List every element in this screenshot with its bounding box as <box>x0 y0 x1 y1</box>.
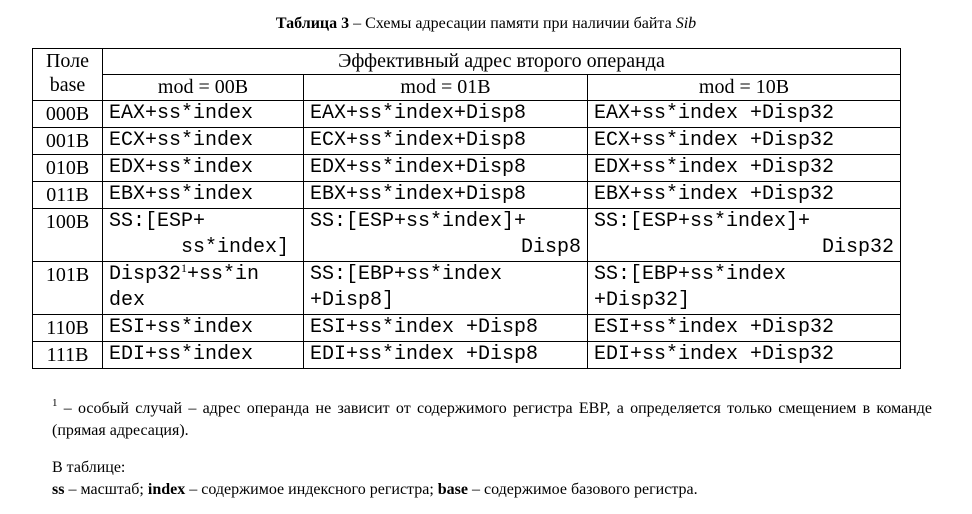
legend-ss-desc: – масштаб; <box>64 481 148 498</box>
legend-ss-term: ss <box>52 481 65 498</box>
legend-title: В таблице: <box>52 459 126 476</box>
cell-line-2: ss*index] <box>181 236 290 259</box>
row-base: 010B <box>32 154 103 182</box>
cell-line-2: Disp32 <box>822 236 895 259</box>
footnote-number: 1 <box>52 397 58 409</box>
cell-mod-01: SS:[ESP+ss*index]+ Disp8 <box>303 208 588 262</box>
header-mod-10: mod = 10B <box>586 74 902 101</box>
table-caption: Таблица 3 – Схемы адресации памяти при н… <box>0 14 972 34</box>
cell-line-1: SS:[EBP+ss*index <box>310 263 503 286</box>
cell-line-2: +Disp8] <box>310 289 395 312</box>
cell-mod-01: SS:[EBP+ss*index +Disp8] <box>303 261 588 315</box>
disp32-text: Disp32 <box>109 263 182 286</box>
cell-line-1: SS:[ESP+ss*index]+ <box>594 210 811 233</box>
row-base: 110B <box>32 314 103 342</box>
cell-line-2: Disp8 <box>520 236 581 259</box>
cell-mod-10: ECX+ss*index +Disp32 <box>586 127 902 155</box>
header-mod-01: mod = 01B <box>303 74 588 101</box>
header-row-1: Поле base Эффективный адрес второго опер… <box>32 48 902 101</box>
cell-mod-01: EDX+ss*index+Disp8 <box>303 154 588 182</box>
header-group: Эффективный адрес второго операнда <box>101 48 902 75</box>
header-row-2: mod = 00B mod = 01B mod = 10B <box>33 74 902 101</box>
cell-mod-00: EDX+ss*index <box>102 154 304 182</box>
header-base-line1: Поле <box>45 50 90 72</box>
cell-line-2: dex <box>109 289 146 312</box>
header-base-line2: base <box>49 74 86 96</box>
legend-index-desc: – содержимое индексного регистра; <box>185 481 438 498</box>
ss-index-text: +ss*in <box>187 263 260 286</box>
row-base: 111B <box>32 341 103 369</box>
cell-mod-10: EDI+ss*index +Disp32 <box>586 341 902 369</box>
cell-mod-01: EAX+ss*index+Disp8 <box>303 100 588 128</box>
header-base: Поле base <box>32 48 103 101</box>
cell-line-2: +Disp32] <box>594 289 691 312</box>
cell-mod-10: EBX+ss*index +Disp32 <box>586 181 902 209</box>
row-base: 100B <box>32 208 103 262</box>
cell-mod-10: ESI+ss*index +Disp32 <box>586 314 902 342</box>
addressing-table: Поле base Эффективный адрес второго опер… <box>32 48 902 369</box>
cell-mod-00: Disp321+ss*in dex <box>102 261 304 315</box>
footnote: 1 – особый случай – адрес операнда не за… <box>52 398 932 442</box>
footnote-text: – особый случай – адрес операнда не зави… <box>52 400 932 439</box>
cell-mod-01: EBX+ss*index+Disp8 <box>303 181 588 209</box>
caption-text: – Схемы адресации памяти при наличии бай… <box>349 15 676 32</box>
legend-index-term: index <box>147 481 186 498</box>
row-base: 000B <box>32 100 103 128</box>
row-base: 011B <box>32 181 103 209</box>
cell-mod-00: EBX+ss*index <box>102 181 304 209</box>
cell-line-1: SS:[EBP+ss*index <box>594 263 787 286</box>
caption-lead: Таблица 3 <box>275 15 350 32</box>
cell-mod-10: EDX+ss*index +Disp32 <box>586 154 902 182</box>
cell-mod-00: ESI+ss*index <box>102 314 304 342</box>
legend-base-desc: – содержимое базового регистра. <box>468 481 698 498</box>
table-row: 110B ESI+ss*index ESI+ss*index +Disp8 ES… <box>32 314 902 342</box>
footnote-marker: 1 <box>181 261 188 275</box>
table-row: 011B EBX+ss*index EBX+ss*index+Disp8 EBX… <box>32 181 902 209</box>
cell-mod-01: ECX+ss*index+Disp8 <box>303 127 588 155</box>
cell-line-1: SS:[ESP+ss*index]+ <box>310 210 527 233</box>
cell-line-1: SS:[ESP+ <box>109 210 206 233</box>
caption-italic: Sib <box>675 15 697 32</box>
cell-mod-00: ECX+ss*index <box>102 127 304 155</box>
cell-mod-10: SS:[EBP+ss*index +Disp32] <box>586 261 902 315</box>
cell-mod-00: SS:[ESP+ ss*index] <box>102 208 304 262</box>
cell-mod-10: EAX+ss*index +Disp32 <box>586 100 902 128</box>
cell-line-1: Disp321+ss*in <box>109 262 297 288</box>
legend-base-term: base <box>437 481 469 498</box>
cell-mod-01: EDI+ss*index +Disp8 <box>303 341 588 369</box>
header-mod-00: mod = 00B <box>102 74 304 101</box>
row-base: 101B <box>32 261 103 315</box>
table-row: 111B EDI+ss*index EDI+ss*index +Disp8 ED… <box>32 341 902 369</box>
cell-mod-10: SS:[ESP+ss*index]+ Disp32 <box>586 208 902 262</box>
cell-mod-00: EAX+ss*index <box>102 100 304 128</box>
table-row: 101B Disp321+ss*in dex SS:[EBP+ss*index +D… <box>32 261 902 315</box>
cell-mod-01: ESI+ss*index +Disp8 <box>303 314 588 342</box>
table-row: 000B EAX+ss*index EAX+ss*index+Disp8 EAX… <box>32 100 902 128</box>
table-row: 010B EDX+ss*index EDX+ss*index+Disp8 EDX… <box>32 154 902 182</box>
legend-line: ss – масштаб; index – содержимое индексн… <box>52 480 698 500</box>
table-row: 001B ECX+ss*index ECX+ss*index+Disp8 ECX… <box>32 127 902 155</box>
row-base: 001B <box>32 127 103 155</box>
table-row: 100B SS:[ESP+ ss*index] SS:[ESP+ss*index]… <box>32 208 902 262</box>
cell-mod-00: EDI+ss*index <box>102 341 304 369</box>
